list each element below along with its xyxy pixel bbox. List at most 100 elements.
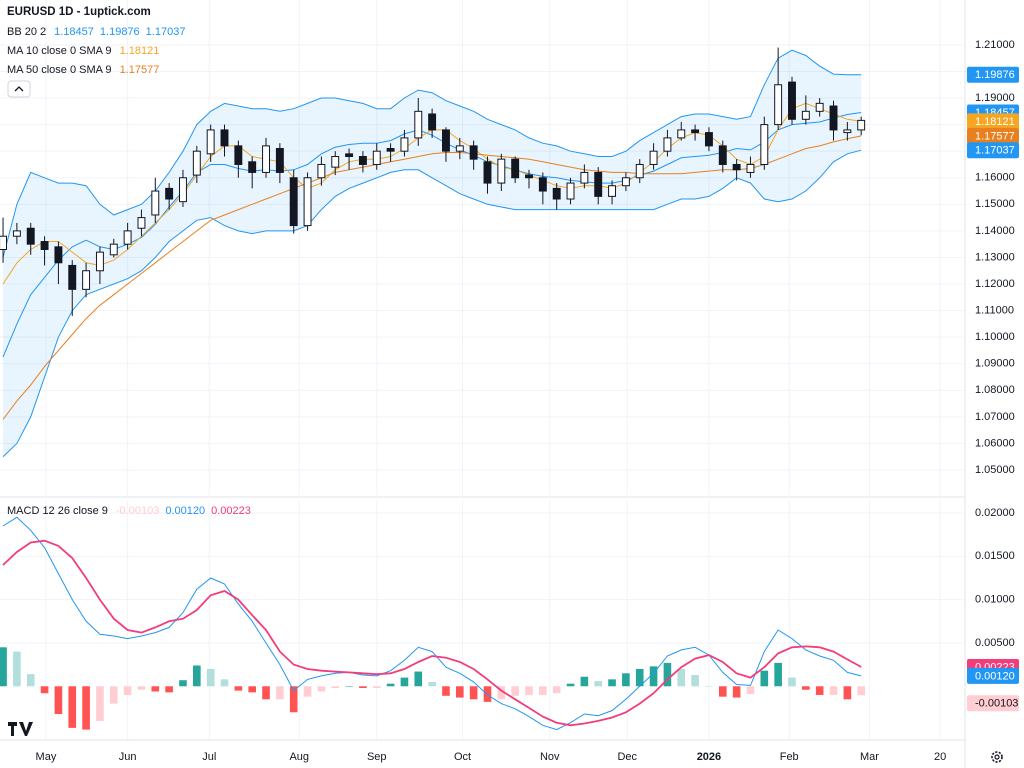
histogram-bar xyxy=(622,673,630,687)
legend-value: 1.17037 xyxy=(146,26,186,38)
histogram-bar xyxy=(68,686,77,728)
histogram-bar xyxy=(525,686,533,695)
candle-body xyxy=(511,158,520,179)
histogram-bar xyxy=(234,686,243,691)
indicator-line xyxy=(2,149,862,458)
indicator-line xyxy=(2,135,862,420)
candle-body xyxy=(95,251,104,272)
indicator-line xyxy=(2,49,862,258)
candle-body xyxy=(829,105,838,131)
candle-body xyxy=(621,177,630,187)
price-badge-box xyxy=(967,127,1019,144)
candle-body xyxy=(497,158,506,184)
candle-body xyxy=(220,129,229,147)
histogram-bar xyxy=(289,686,298,713)
histogram-bar xyxy=(54,686,63,715)
histogram-bar xyxy=(705,686,713,687)
price-badge-box xyxy=(967,66,1019,83)
histogram-bar xyxy=(746,686,755,695)
histogram-bar xyxy=(276,686,284,700)
candle-body xyxy=(165,187,174,200)
candle-body xyxy=(455,145,464,152)
histogram-bar xyxy=(511,686,519,696)
candle-body xyxy=(635,163,644,179)
macd-line xyxy=(2,516,862,731)
tradingview-logo[interactable] xyxy=(8,722,33,736)
logo-mark xyxy=(8,722,33,736)
settings-gear xyxy=(991,751,1003,763)
candle-body xyxy=(483,161,492,184)
histogram-bar xyxy=(400,677,409,687)
price-badge: 1.19876 xyxy=(975,69,1015,81)
histogram-bar xyxy=(580,676,589,687)
legend-name: MA 10 close 0 SMA 9 xyxy=(7,45,112,57)
histogram-bar xyxy=(414,671,423,687)
histogram-bar xyxy=(179,680,187,687)
histogram-bar xyxy=(372,686,381,689)
histogram-bar xyxy=(566,683,575,687)
histogram-bar xyxy=(802,686,810,690)
histogram-bar xyxy=(843,686,852,700)
candle-body xyxy=(303,177,312,227)
candle-body xyxy=(704,132,713,147)
macd-badge: 0.00120 xyxy=(975,670,1015,682)
candle-body xyxy=(82,270,91,290)
histogram-bar xyxy=(262,686,270,700)
legend-value: 1.18457 xyxy=(54,26,94,38)
x-tick-label: Jul xyxy=(202,751,216,763)
candle-body xyxy=(331,155,340,168)
candle-body xyxy=(580,171,589,184)
collapse-button-box[interactable] xyxy=(7,80,31,98)
histogram-bar xyxy=(649,666,658,687)
candle-body xyxy=(774,84,783,126)
x-tick-label: Mar xyxy=(860,751,879,763)
candle-body xyxy=(372,150,381,165)
legend-value: 0.00223 xyxy=(211,505,251,517)
histogram-bar xyxy=(345,686,353,687)
x-tick-label: Feb xyxy=(780,751,799,763)
candle-body xyxy=(566,182,575,200)
candle-body xyxy=(400,137,409,152)
candle-body xyxy=(262,145,270,173)
histogram-bar xyxy=(386,683,395,687)
histogram-bar xyxy=(760,670,769,687)
x-tick-label: May xyxy=(36,751,57,763)
x-tick-label: Nov xyxy=(540,751,560,763)
candle-body xyxy=(12,230,21,237)
axes: May Jun Jul Aug Sep Oct Nov Dec 2026 Feb Mar 20 1.21… xyxy=(36,39,1019,763)
legend-value: 0.00120 xyxy=(165,505,205,517)
candle-body xyxy=(469,145,478,160)
y-tick-label: 0.01000 xyxy=(975,594,1015,606)
y-tick-label: 1.13000 xyxy=(975,251,1015,263)
y-tick-label: 1.05000 xyxy=(975,464,1015,476)
candle-body xyxy=(649,150,658,165)
x-tick-label: Jun xyxy=(119,751,137,763)
histogram-bar xyxy=(552,686,561,694)
histogram-bar xyxy=(359,686,367,689)
candle-body xyxy=(428,113,437,131)
x-tick-label: Sep xyxy=(367,751,387,763)
histogram-bar xyxy=(539,686,547,695)
candle-body xyxy=(815,102,824,112)
x-tick-label: Dec xyxy=(617,751,637,763)
candle-body xyxy=(746,163,755,173)
price-badge: 1.18121 xyxy=(975,116,1015,128)
histogram-bar xyxy=(483,686,492,702)
histogram-bar xyxy=(193,665,201,687)
price-badge-box xyxy=(967,113,1019,130)
y-tick-label: 0.00500 xyxy=(975,637,1015,649)
histogram-bar xyxy=(303,686,312,697)
histogram-bar xyxy=(788,677,796,687)
settings-button[interactable] xyxy=(991,751,1003,763)
histogram-bar xyxy=(331,686,340,689)
y-tick-label: 1.11000 xyxy=(975,305,1014,317)
histogram-bar xyxy=(732,686,741,698)
macd-badge-box xyxy=(967,667,1019,684)
histogram-bar xyxy=(663,662,672,687)
collapse-button[interactable] xyxy=(7,80,31,98)
histogram-bar xyxy=(594,681,603,687)
plot-area xyxy=(0,47,866,731)
candle-body xyxy=(123,230,132,245)
histogram-bar xyxy=(82,686,90,730)
